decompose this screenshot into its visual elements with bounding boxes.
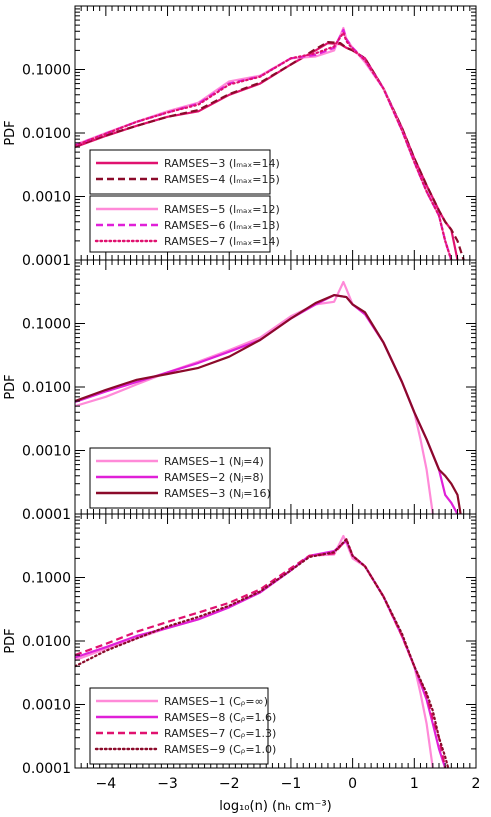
legend-label: RAMSES−3 (Nⱼ=16) [164, 487, 271, 500]
series-group [75, 534, 450, 768]
y-tick-label: 0.1000 [22, 317, 71, 333]
y-tick-label: 0.0010 [22, 698, 71, 714]
legend-label: RAMSES−9 (Cᵨ=1.0) [164, 743, 276, 756]
series-group [75, 280, 462, 514]
x-tick-label: −3 [157, 776, 178, 792]
y-tick-label: 0.0100 [22, 634, 71, 650]
legend-label: RAMSES−7 (lₘₐₓ=14) [164, 235, 280, 248]
panel-top: 0.0001 0.0010 0.0100 0.1000 PDF RAMSES−3 (lₘₐ… [3, 5, 477, 269]
y-tick-label: 0.0001 [22, 253, 71, 269]
legend: RAMSES−5 (lₘₐₓ=12) RAMSES−6 (lₘₐₓ=13) RAMS… [89, 195, 280, 253]
series-line-top-4 [75, 31, 453, 260]
legend: RAMSES−1 (Cᵨ=∞) RAMSES−8 (Cᵨ=1.6) RAMSES−7… [89, 687, 276, 765]
y-tick-label: 0.0010 [22, 190, 71, 206]
legend-label: RAMSES−1 (Cᵨ=∞) [164, 695, 268, 708]
legend-label: RAMSES−5 (lₘₐₓ=12) [164, 203, 280, 216]
legend-label: RAMSES−7 (Cᵨ=1.3) [164, 727, 276, 740]
x-tick-label: −2 [219, 776, 240, 792]
x-tick-label: −4 [96, 776, 117, 792]
panel-middle: 0.0001 0.0010 0.0100 0.1000 PDF RAMSES−1 (Nⱼ=… [3, 259, 477, 523]
x-tick-label: −1 [281, 776, 302, 792]
series-line-bottom-3 [75, 538, 450, 768]
x-tick-label: 2 [472, 776, 481, 792]
y-tick-label: 0.1000 [22, 571, 71, 587]
legend-label: RAMSES−8 (Cᵨ=1.6) [164, 711, 276, 724]
series-line-middle-2 [75, 294, 462, 514]
legend-box [89, 149, 271, 195]
x-tick-label: 1 [410, 776, 419, 792]
series-line-top-1 [75, 41, 465, 260]
y-axis-title: PDF [3, 374, 18, 399]
y-tick-label: 0.1000 [22, 63, 71, 79]
y-tick-label: 0.0100 [22, 380, 71, 396]
legend-label: RAMSES−1 (Nⱼ=4) [164, 455, 264, 468]
series-line-top-3 [75, 28, 453, 260]
legend-label: RAMSES−3 (lₘₐₓ=14) [164, 157, 280, 170]
y-axis-title: PDF [3, 120, 18, 145]
y-tick-label: 0.0010 [22, 444, 71, 460]
legend: RAMSES−1 (Nⱼ=4) RAMSES−2 (Nⱼ=8) RAMSES−3 (… [89, 447, 271, 509]
legend-label: RAMSES−4 (lₘₐₓ=15) [164, 173, 280, 186]
series-group [75, 26, 465, 260]
y-tick-label: 0.0100 [22, 126, 71, 142]
y-axis-title: PDF [3, 628, 18, 653]
y-tick-label: 0.0001 [22, 507, 71, 523]
legend-label: RAMSES−6 (lₘₐₓ=13) [164, 219, 280, 232]
legend: RAMSES−3 (lₘₐₓ=14) RAMSES−4 (lₘₐₓ=15) [89, 149, 280, 195]
x-axis-title: log₁₀(n) (nₕ cm⁻³) [219, 799, 331, 814]
y-tick-label: 0.0001 [22, 761, 71, 777]
panel-bottom: 0.0001 0.0010 0.0100 0.1000 −4 −3 −2 −1 0 1 2 PDF lo… [3, 513, 481, 814]
legend-label: RAMSES−2 (Nⱼ=8) [164, 471, 264, 484]
series-line-top-2 [75, 26, 453, 260]
x-tick-label: 0 [348, 776, 357, 792]
